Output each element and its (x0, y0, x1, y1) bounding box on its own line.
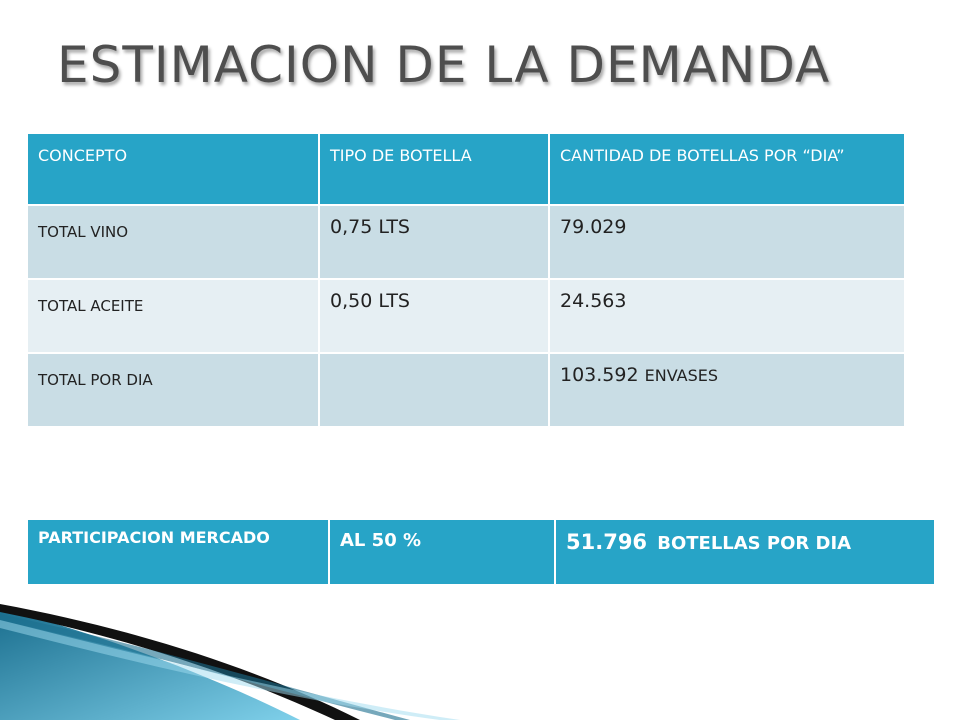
slide-title: ESTIMACION DE LA DEMANDA (57, 36, 831, 94)
row-quantity: 103.592 ENVASES (548, 352, 906, 428)
table-header-row: CONCEPTO TIPO DE BOTELLA CANTIDAD DE BOT… (26, 132, 906, 206)
quantity-unit: ENVASES (644, 366, 718, 385)
row-concept: TOTAL POR DIA (26, 352, 320, 428)
market-share: AL 50 % (328, 518, 556, 586)
row-type: 0,75 LTS (318, 204, 550, 280)
header-cantidad: CANTIDAD DE BOTELLAS POR “DIA” (548, 132, 906, 206)
market-label: PARTICIPACION MERCADO (26, 518, 330, 586)
table-row: TOTAL POR DIA 103.592 ENVASES (26, 352, 906, 428)
row-concept: TOTAL ACEITE (26, 278, 320, 354)
market-share-table: PARTICIPACION MERCADO AL 50 % 51.796 BOT… (26, 518, 936, 586)
row-type: 0,50 LTS (318, 278, 550, 354)
quantity-value: 79.029 (560, 216, 627, 238)
table-row: TOTAL ACEITE 0,50 LTS 24.563 (26, 278, 906, 354)
row-concept: TOTAL VINO (26, 204, 320, 280)
market-share-row: PARTICIPACION MERCADO AL 50 % 51.796 BOT… (26, 518, 936, 586)
decorative-swoosh (0, 604, 460, 720)
quantity-value: 103.592 (560, 364, 639, 386)
market-quantity-unit: BOTELLAS POR DIA (657, 533, 852, 554)
market-quantity: 51.796 BOTELLAS POR DIA (554, 518, 936, 586)
quantity-value: 24.563 (560, 290, 627, 312)
row-type (318, 352, 550, 428)
market-quantity-value: 51.796 (566, 530, 648, 554)
row-quantity: 24.563 (548, 278, 906, 354)
row-quantity: 79.029 (548, 204, 906, 280)
demand-table: CONCEPTO TIPO DE BOTELLA CANTIDAD DE BOT… (26, 132, 906, 428)
table-row: TOTAL VINO 0,75 LTS 79.029 (26, 204, 906, 280)
header-tipo-botella: TIPO DE BOTELLA (318, 132, 550, 206)
header-concepto: CONCEPTO (26, 132, 320, 206)
